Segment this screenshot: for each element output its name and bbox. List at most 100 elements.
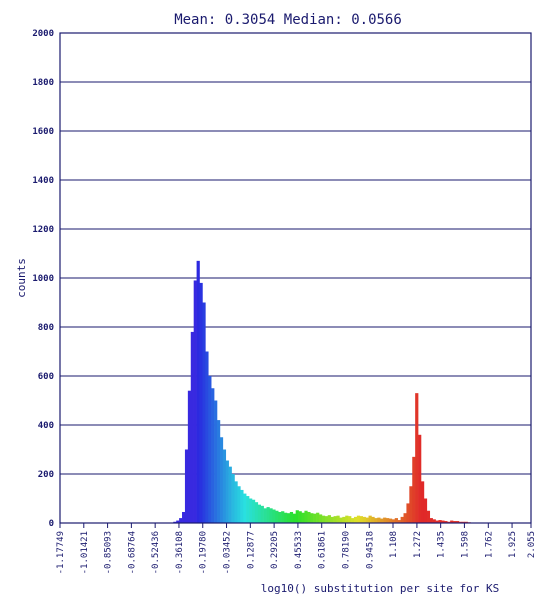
- histogram-bar: [453, 521, 457, 523]
- histogram-bar: [286, 513, 291, 523]
- histogram-bar: [324, 516, 329, 523]
- histogram-bar: [199, 282, 203, 523]
- histogram-bar: [371, 516, 375, 524]
- histogram-bar: [342, 516, 346, 524]
- histogram-bar: [249, 498, 253, 523]
- x-tick-label: 1.272: [413, 531, 423, 558]
- histogram-bar: [441, 520, 445, 523]
- histogram-bar: [388, 518, 393, 523]
- histogram-bar: [307, 511, 311, 523]
- x-tick-label: 1.762: [484, 531, 494, 558]
- histogram-bar: [240, 489, 244, 523]
- histogram-bar: [464, 521, 468, 523]
- histogram-bar: [281, 511, 285, 523]
- histogram-bar: [394, 518, 398, 523]
- histogram-bar: [432, 519, 436, 523]
- histogram-bar: [444, 521, 448, 523]
- histogram-bar: [289, 511, 294, 523]
- histogram-bar: [348, 516, 352, 523]
- y-tick-label: 200: [38, 470, 54, 480]
- y-tick-label: 1200: [32, 225, 54, 235]
- x-tick-label: 0.12877: [246, 531, 256, 569]
- x-tick-label: -0.85093: [104, 531, 114, 574]
- histogram-bar: [251, 499, 256, 523]
- histogram-bar: [429, 518, 433, 523]
- plot-frame: [59, 32, 532, 524]
- histogram-bar: [228, 466, 232, 523]
- histogram-bar: [450, 520, 454, 523]
- histogram-bar: [295, 510, 299, 523]
- x-tick-label: -0.03452: [223, 531, 233, 574]
- histogram-bar: [266, 507, 270, 523]
- x-tick-label: -0.68764: [127, 531, 137, 574]
- histogram-bar: [243, 493, 247, 523]
- histogram-bar: [275, 510, 279, 523]
- histogram-bar: [196, 260, 200, 523]
- x-tick-label: 0.29205: [270, 531, 280, 569]
- x-tick-label: 1.598: [460, 531, 470, 558]
- x-tick-label: -0.19780: [199, 531, 209, 574]
- x-ticks: -1.17749 -1.01421 -0.85093 -0.68764 -0.52436…: [56, 523, 537, 574]
- histogram-bar: [368, 515, 372, 523]
- y-tick-label: 1800: [32, 78, 54, 88]
- histogram-bar: [426, 510, 431, 523]
- y-tick-label: 1000: [32, 274, 54, 284]
- histogram-bar: [193, 280, 197, 523]
- y-tick-label: 800: [38, 323, 54, 333]
- histogram-bar: [400, 516, 404, 524]
- histogram-bar: [339, 517, 343, 523]
- x-tick-label: -1.17749: [56, 531, 66, 574]
- y-tick-label: 1600: [32, 127, 54, 137]
- x-tick-label: 1.435: [437, 531, 447, 558]
- histogram-bar: [447, 521, 451, 523]
- y-tick-label: 600: [38, 372, 54, 382]
- histogram-bar: [176, 520, 180, 523]
- histogram-bar: [257, 504, 262, 524]
- histogram-bar: [333, 516, 337, 523]
- histogram-bar: [173, 521, 177, 523]
- histogram-bar: [336, 515, 340, 523]
- x-tick-label: -0.36108: [175, 531, 185, 574]
- histogram-bar: [217, 420, 221, 523]
- histogram-bar: [222, 449, 227, 523]
- histogram-bar: [231, 474, 235, 523]
- histogram-bar: [374, 518, 378, 523]
- histogram-bar: [202, 302, 206, 523]
- histogram-bar: [377, 517, 381, 523]
- y-tick-label: 1400: [32, 176, 54, 186]
- y-tick-label: 0: [49, 519, 54, 529]
- histogram-bar: [365, 517, 369, 523]
- x-tick-label: 1.108: [389, 531, 399, 558]
- histogram-bar: [359, 516, 363, 523]
- y-tick-label: 400: [38, 421, 54, 431]
- histogram-bar: [397, 520, 401, 523]
- histogram-bar: [237, 486, 241, 523]
- histogram-bar: [412, 456, 416, 523]
- histogram-bar: [420, 481, 425, 523]
- histogram-bar: [391, 519, 396, 523]
- histogram-bar: [272, 509, 276, 523]
- x-tick-label: 0.45533: [294, 531, 304, 569]
- x-tick-label: 2.055: [527, 531, 537, 558]
- histogram-bar: [403, 513, 407, 523]
- histogram-bar: [353, 516, 358, 524]
- y-ticks: 0 200 400 600 800 1000 1200 1400 1600 1800 2000: [32, 29, 54, 529]
- histogram-bar: [284, 512, 288, 523]
- y-tick-label: 2000: [32, 29, 54, 39]
- x-tick-label: -1.01421: [80, 531, 90, 574]
- histogram-bar: [386, 518, 390, 523]
- x-axis-label: log10() substitution per site for KS: [261, 582, 499, 595]
- histogram-bar: [278, 511, 282, 523]
- histogram-bar: [356, 515, 361, 523]
- histogram-bar: [304, 510, 308, 523]
- histogram-bar: [225, 460, 229, 523]
- x-tick-label: 1.925: [508, 531, 518, 558]
- histogram-bar: [345, 515, 349, 523]
- histogram-bar: [211, 388, 215, 523]
- histogram-bar: [219, 437, 224, 523]
- x-tick-label: -0.52436: [151, 531, 161, 574]
- histogram-bar: [260, 505, 264, 523]
- histogram-bar: [409, 486, 413, 523]
- x-tick-label: 0.94518: [365, 531, 375, 569]
